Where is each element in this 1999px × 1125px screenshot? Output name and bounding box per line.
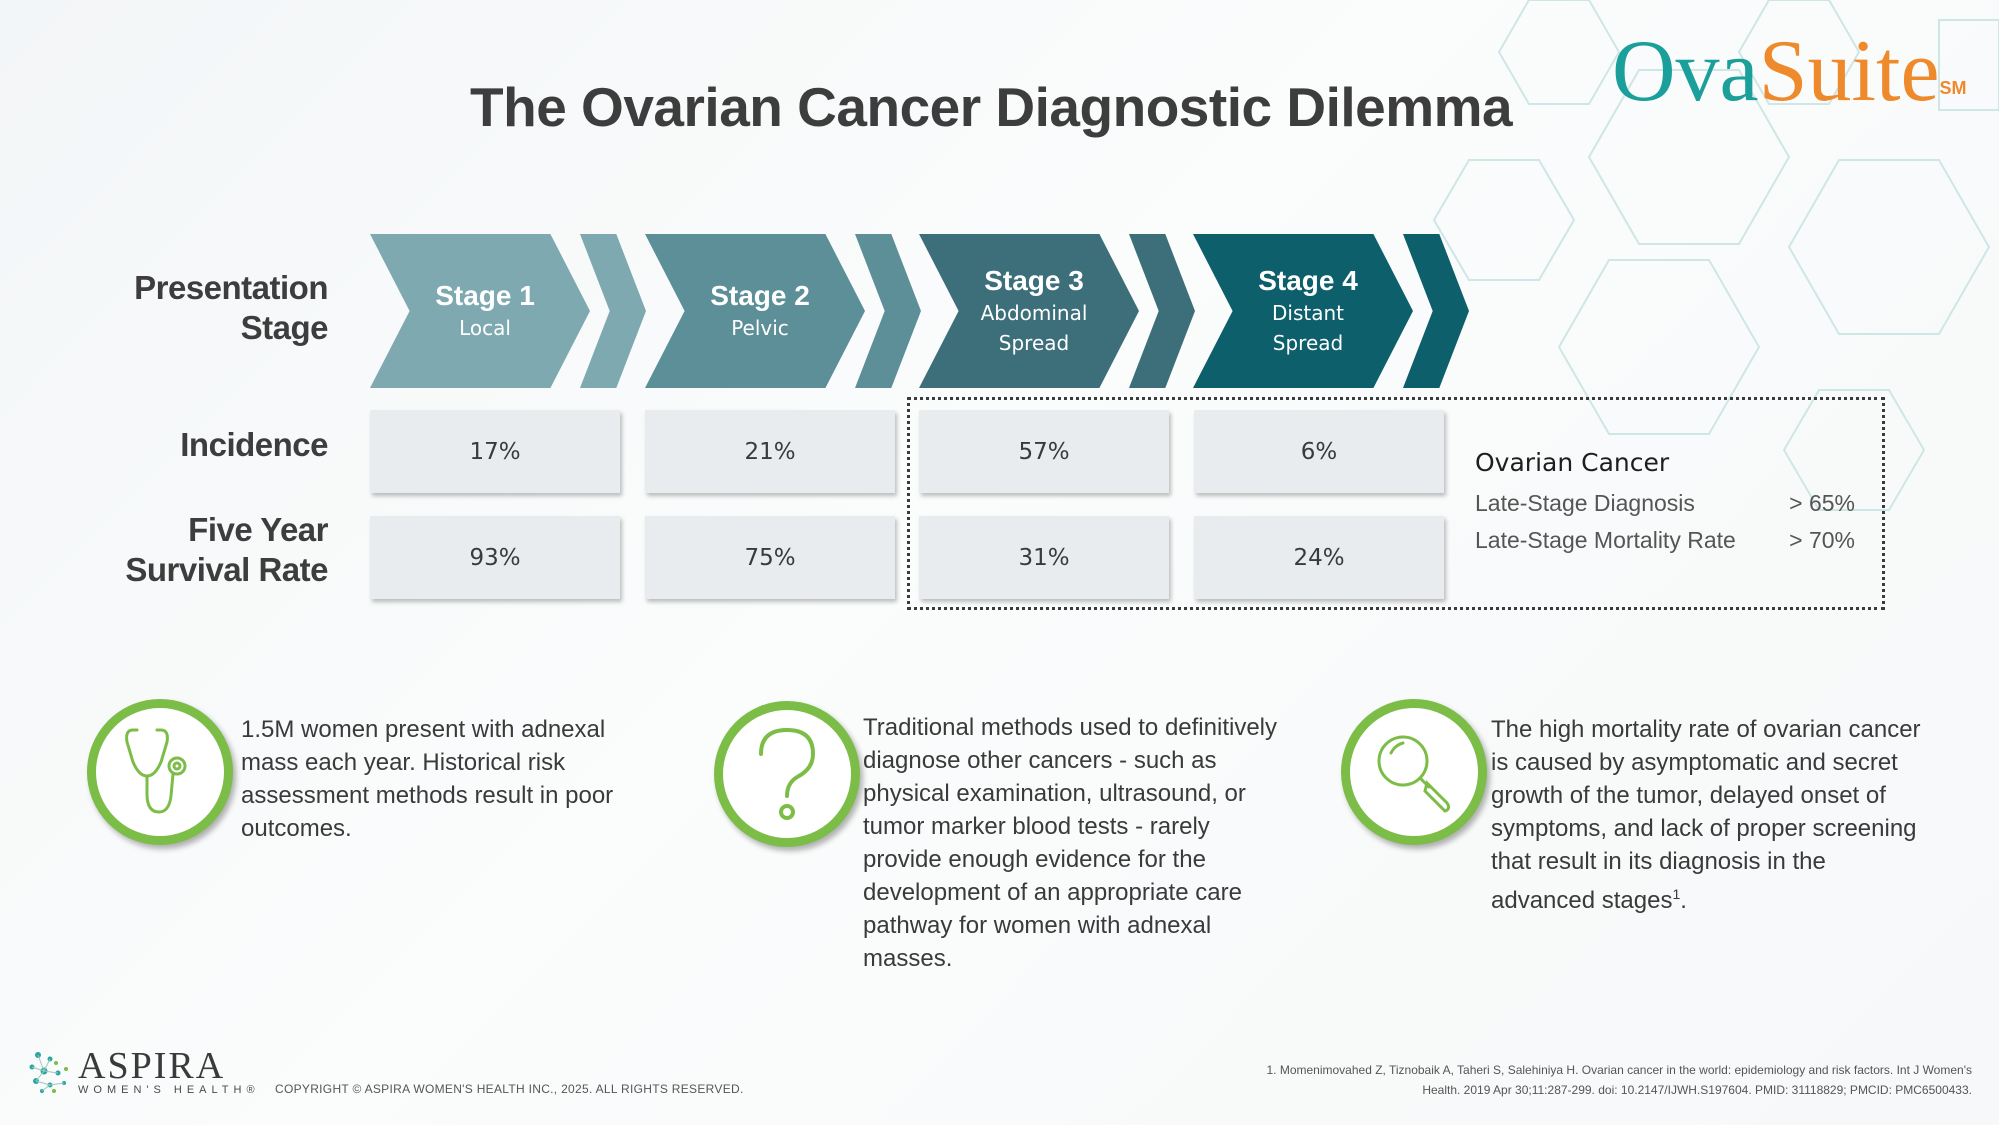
page-title: The Ovarian Cancer Diagnostic Dilemma: [470, 76, 1513, 138]
magnifier-circle: [1341, 699, 1487, 845]
info-text-adnexal-mass: 1.5M women present with adnexal mass eac…: [241, 716, 614, 842]
summary-row-label: Late-Stage Mortality Rate: [1475, 527, 1736, 553]
aspira-name: ASPIRA: [78, 1045, 226, 1087]
stage-1-text: Stage 1 Local: [400, 234, 570, 388]
survival-stage-3: 31%: [919, 516, 1169, 599]
reference-citation: 1. Momenimovahed Z, Tiznobaik A, Taheri …: [1182, 1060, 1972, 1100]
survival-stage-2: 75%: [645, 516, 895, 599]
stage-2-text: Stage 2 Pelvic: [675, 234, 845, 388]
summary-row-diagnosis: Late-Stage Diagnosis > 65%: [1475, 485, 1855, 522]
question-circle: [714, 701, 860, 847]
ovasuite-logo: OvaSuiteSM: [1612, 22, 1967, 122]
info-text-mortality: The high mortality rate of ovarian cance…: [1491, 713, 1921, 917]
stage-3-name: Stage 3: [984, 265, 1084, 296]
summary-row-mortality: Late-Stage Mortality Rate > 70%: [1475, 522, 1855, 559]
aspira-logo: ASPIRA WOMEN'S HEALTH®: [28, 1045, 260, 1096]
citation-superscript: 1: [1672, 886, 1681, 902]
late-stage-highlight-box: [907, 397, 1885, 610]
summary-title: Ovarian Cancer: [1475, 448, 1670, 477]
survival-rate-label: Five Year Survival Rate: [125, 510, 328, 590]
incidence-label: Incidence: [180, 426, 328, 463]
logo-suite: Suite: [1758, 23, 1940, 120]
incidence-stage-4: 6%: [1194, 410, 1444, 493]
info-text-traditional-methods: Traditional methods used to definitively…: [863, 714, 1277, 972]
stage-1-name: Stage 1: [435, 280, 535, 311]
presentation-stage-label-line1: Presentation: [134, 269, 328, 306]
magnifier-icon: [1377, 735, 1451, 813]
stage-3-text: Stage 3 Abdominal Spread: [949, 234, 1119, 388]
info-text-mortality-end: .: [1680, 887, 1687, 914]
survival-rate-label-line2: Survival Rate: [125, 551, 328, 588]
stage-1-desc: Local: [459, 316, 511, 340]
presentation-stage-label-line2: Stage: [240, 309, 329, 346]
hexagon-background: [1432, 0, 1999, 511]
stage-4-name: Stage 4: [1258, 265, 1358, 296]
stage-2-name: Stage 2: [710, 280, 810, 311]
summary-row-label: Late-Stage Diagnosis: [1475, 490, 1695, 516]
summary-row-value: > 70%: [1789, 527, 1855, 553]
molecule-icon: [29, 1052, 68, 1093]
logo-ova: Ova: [1612, 23, 1759, 120]
survival-stage-1: 93%: [370, 516, 620, 599]
incidence-stage-1: 17%: [370, 410, 620, 493]
stage-4-desc-line2: Spread: [1272, 331, 1344, 355]
summary-row-value: > 65%: [1789, 490, 1855, 516]
incidence-stage-3: 57%: [919, 410, 1169, 493]
question-mark-icon: [759, 727, 816, 820]
aspira-subtitle: WOMEN'S HEALTH®: [78, 1084, 260, 1096]
incidence-stage-2: 21%: [645, 410, 895, 493]
stethoscope-circle: [87, 699, 233, 845]
reference-line-1: 1. Momenimovahed Z, Tiznobaik A, Taheri …: [1266, 1063, 1972, 1077]
info-text-mortality-body: The high mortality rate of ovarian cance…: [1491, 716, 1921, 914]
stage-2-desc: Pelvic: [731, 316, 789, 340]
stage-4-desc-line1: Distant: [1272, 301, 1344, 325]
stage-4-text: Stage 4 Distant Spread: [1223, 234, 1393, 388]
stethoscope-icon: [125, 728, 187, 814]
survival-rate-label-line1: Five Year: [188, 511, 328, 548]
survival-stage-4: 24%: [1194, 516, 1444, 599]
stage-3-desc-line2: Spread: [998, 331, 1070, 355]
reference-line-2: Health. 2019 Apr 30;11:287-299. doi: 10.…: [1422, 1083, 1972, 1097]
ovarian-cancer-summary: Ovarian Cancer Late-Stage Diagnosis > 65…: [1475, 448, 1855, 559]
logo-service-mark: SM: [1939, 78, 1967, 98]
presentation-stage-label: Presentation Stage: [134, 268, 328, 348]
stage-3-desc-line1: Abdominal: [980, 301, 1088, 325]
copyright-text: COPYRIGHT © ASPIRA WOMEN'S HEALTH INC., …: [275, 1082, 744, 1096]
